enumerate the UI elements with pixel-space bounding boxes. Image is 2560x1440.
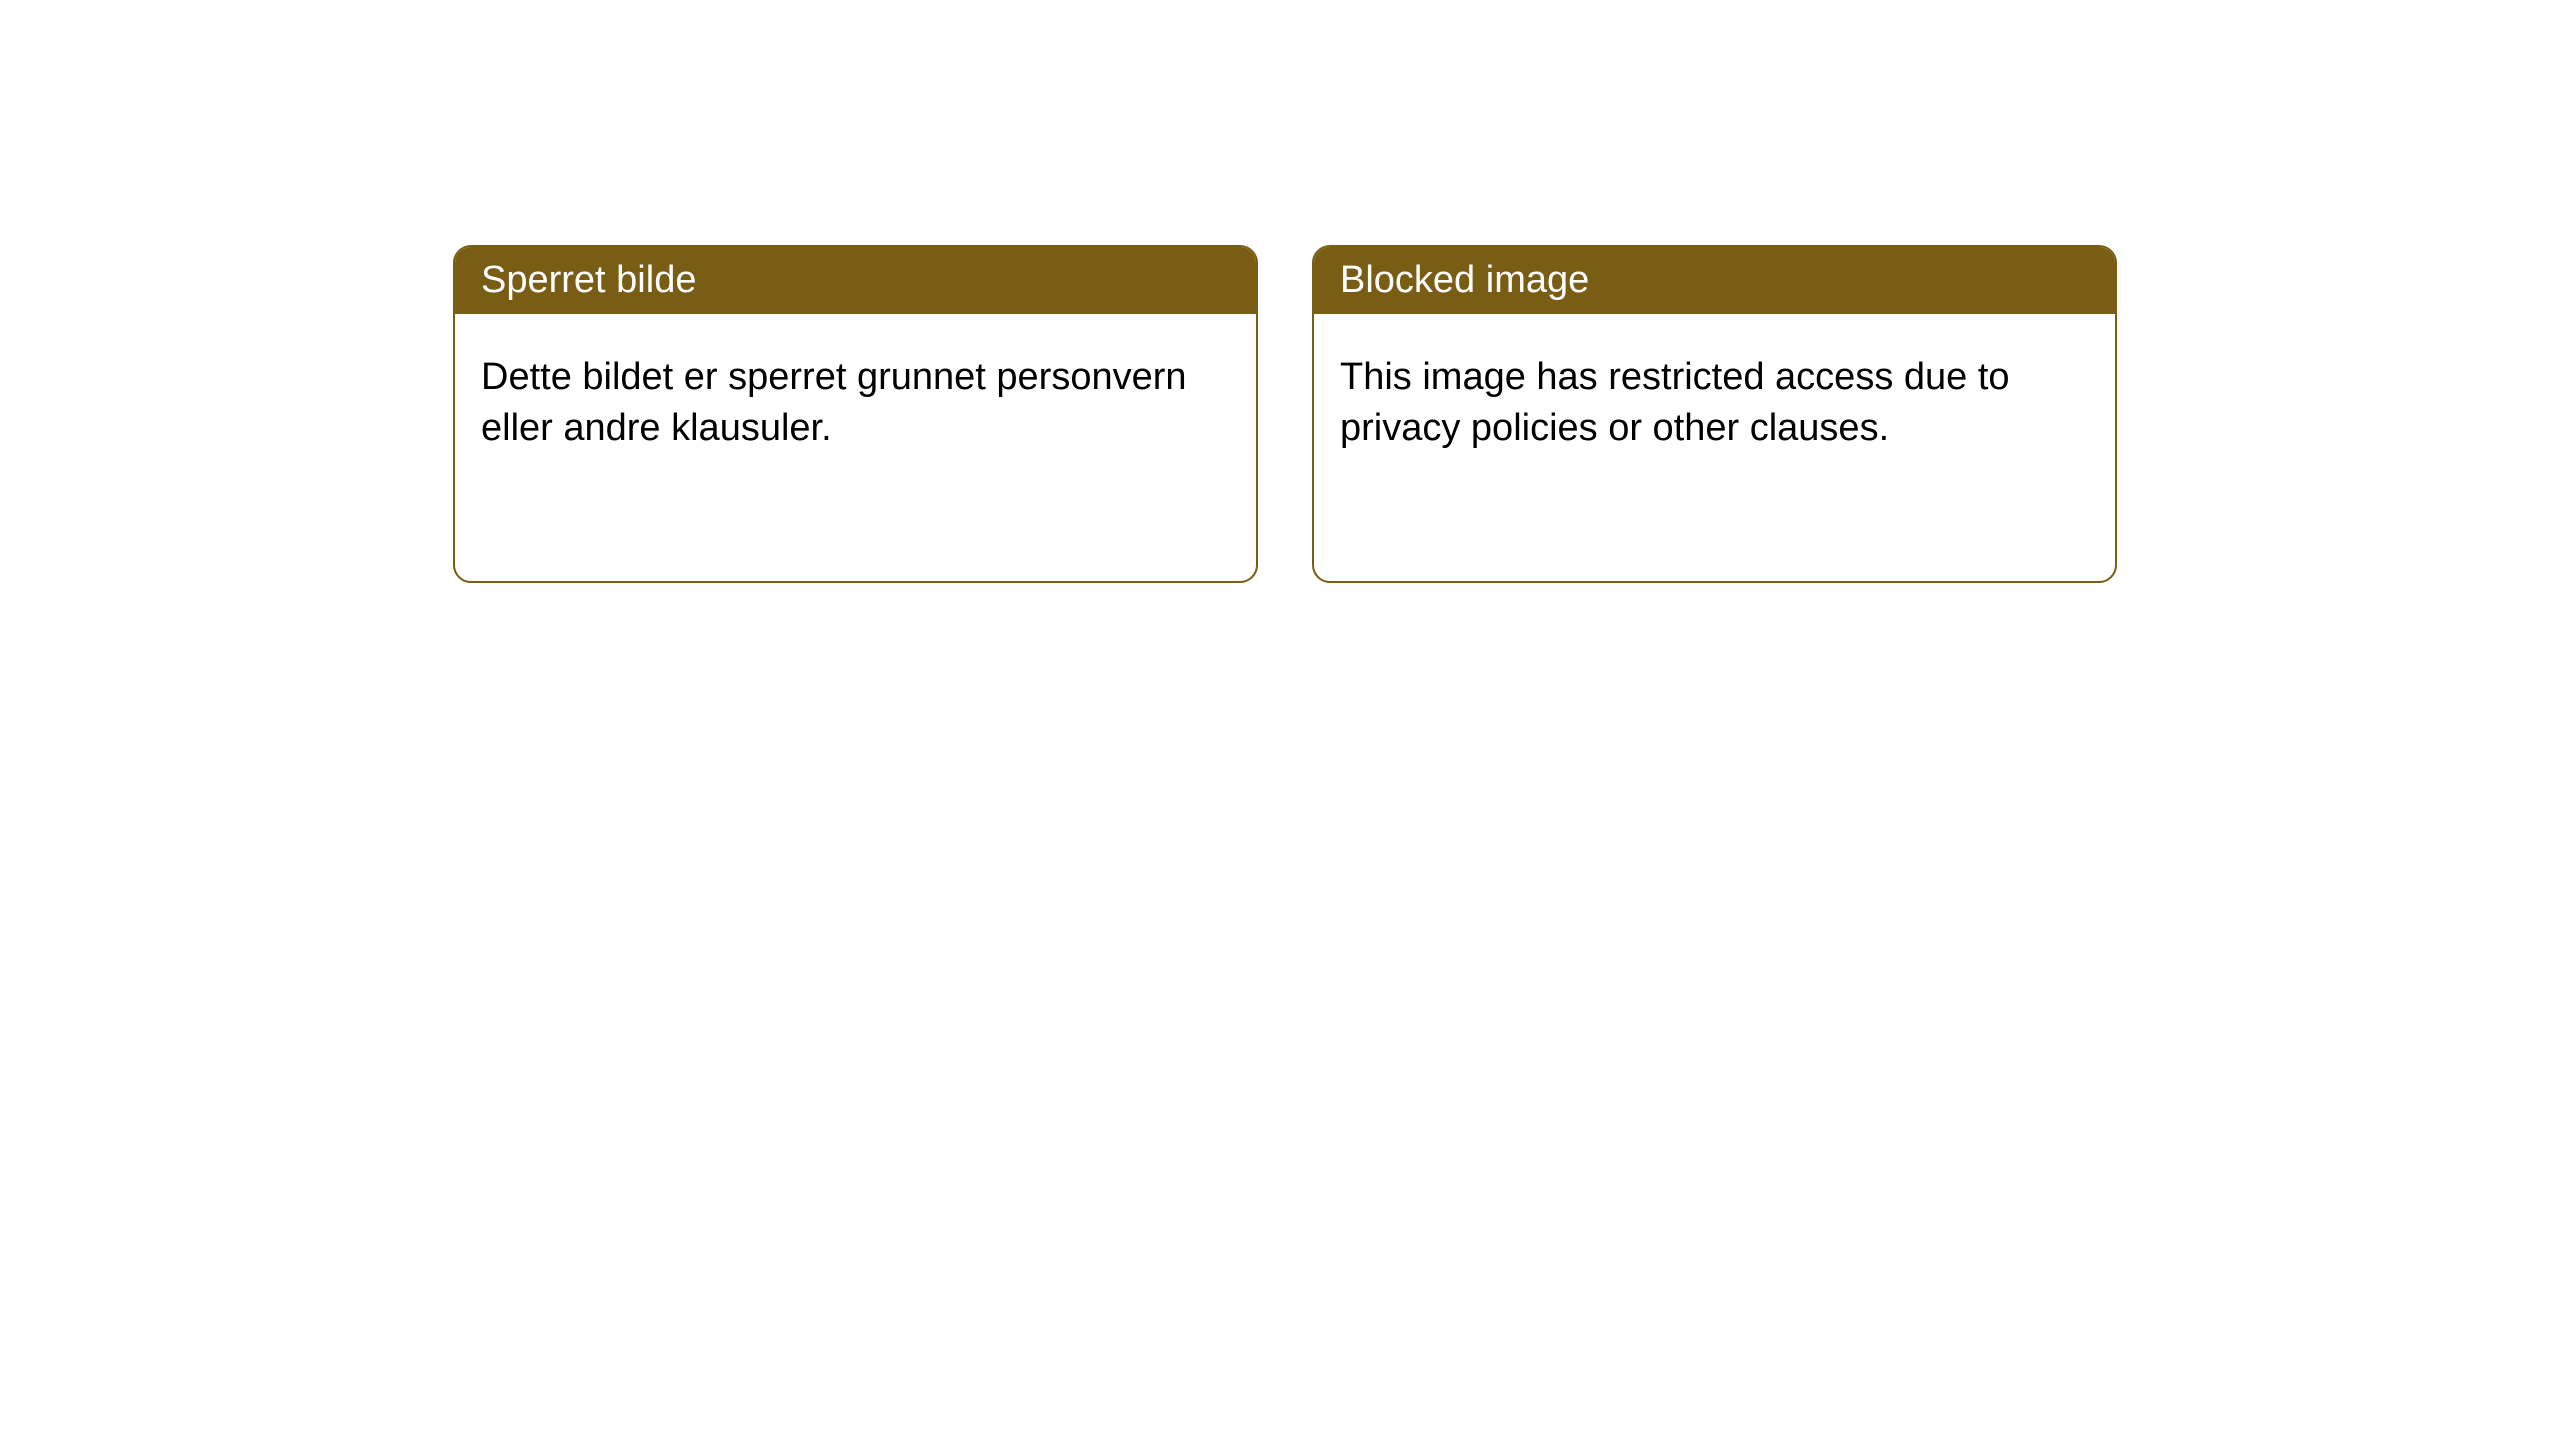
notice-container: Sperret bilde Dette bildet er sperret gr… — [0, 0, 2560, 583]
notice-header-norwegian: Sperret bilde — [455, 247, 1256, 314]
notice-card-english: Blocked image This image has restricted … — [1312, 245, 2117, 583]
notice-card-norwegian: Sperret bilde Dette bildet er sperret gr… — [453, 245, 1258, 583]
notice-body-norwegian: Dette bildet er sperret grunnet personve… — [455, 314, 1256, 493]
notice-header-english: Blocked image — [1314, 247, 2115, 314]
notice-body-english: This image has restricted access due to … — [1314, 314, 2115, 493]
